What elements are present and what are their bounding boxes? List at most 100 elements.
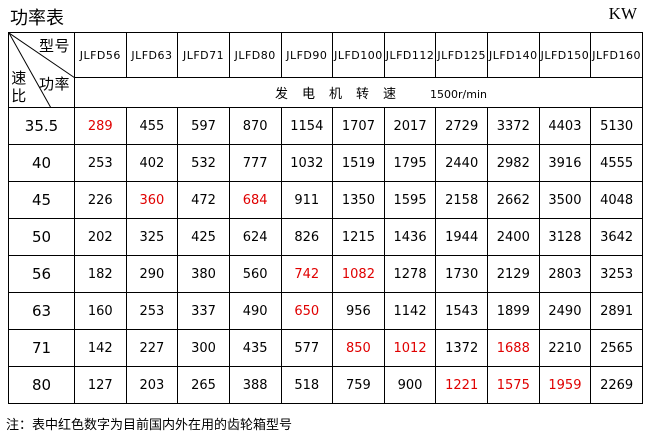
power-cell: 870 xyxy=(228,107,282,145)
power-cell: 202 xyxy=(74,218,127,256)
ratio-cell: 71 xyxy=(8,329,75,367)
power-cell: 182 xyxy=(74,255,127,293)
power-cell: 3128 xyxy=(538,218,592,256)
power-cell: 360 xyxy=(125,181,179,219)
power-cell: 1543 xyxy=(435,292,488,330)
model-header: JLFD160 xyxy=(590,32,643,78)
power-cell: 2017 xyxy=(383,107,437,145)
power-cell: 5130 xyxy=(590,107,643,145)
power-cell: 2269 xyxy=(590,366,643,404)
ratio-cell: 50 xyxy=(8,218,75,256)
power-cell: 1350 xyxy=(332,181,385,219)
power-cell: 2729 xyxy=(435,107,488,145)
power-cell: 850 xyxy=(332,329,385,367)
model-header: JLFD71 xyxy=(177,32,230,78)
power-cell: 290 xyxy=(125,255,179,293)
power-cell: 1436 xyxy=(383,218,437,256)
page-title: 功率表 xyxy=(10,8,64,29)
speed-value: 1500r/min xyxy=(430,88,487,101)
power-cell: 4403 xyxy=(538,107,592,145)
power-cell: 402 xyxy=(125,144,179,182)
table-row: 35.5 289 455 597 870 1154 1707 2017 2729 3372 4403… xyxy=(8,107,643,145)
power-cell: 3253 xyxy=(590,255,643,293)
ratio-cell: 45 xyxy=(8,181,75,219)
power-cell: 3642 xyxy=(590,218,643,256)
power-cell: 455 xyxy=(125,107,179,145)
power-cell: 624 xyxy=(228,218,282,256)
power-cell: 1688 xyxy=(487,329,540,367)
power-cell: 1221 xyxy=(435,366,488,404)
model-header: JLFD150 xyxy=(538,32,592,78)
footnote: 注：表中红色数字为目前国内外在用的齿轮箱型号 xyxy=(6,418,293,433)
power-cell: 2565 xyxy=(590,329,643,367)
power-cell: 265 xyxy=(177,366,230,404)
power-cell: 2490 xyxy=(538,292,592,330)
power-cell: 300 xyxy=(177,329,230,367)
power-cell: 1154 xyxy=(280,107,334,145)
power-cell: 560 xyxy=(228,255,282,293)
power-cell: 1278 xyxy=(383,255,437,293)
power-cell: 253 xyxy=(74,144,127,182)
power-table: 型号 功率 速比 JLFD56 JLFD63 JLFD71 JLFD80 JLFD90 J… xyxy=(8,32,643,404)
power-cell: 289 xyxy=(74,107,127,145)
power-cell: 227 xyxy=(125,329,179,367)
power-cell: 325 xyxy=(125,218,179,256)
power-cell: 160 xyxy=(74,292,127,330)
power-cell: 425 xyxy=(177,218,230,256)
table-row: 71 142 227 300 435 577 850 1012 1372 1688 2210 2565 xyxy=(8,329,643,367)
power-cell: 1215 xyxy=(332,218,385,256)
power-cell: 127 xyxy=(74,366,127,404)
diagonal-lines xyxy=(9,33,74,107)
power-cell: 1595 xyxy=(383,181,437,219)
power-cell: 435 xyxy=(228,329,282,367)
model-header: JLFD80 xyxy=(228,32,282,78)
power-cell: 337 xyxy=(177,292,230,330)
model-header: JLFD125 xyxy=(435,32,488,78)
power-cell: 1730 xyxy=(435,255,488,293)
power-cell: 532 xyxy=(177,144,230,182)
power-cell: 1142 xyxy=(383,292,437,330)
power-cell: 2662 xyxy=(487,181,540,219)
power-cell: 759 xyxy=(332,366,385,404)
power-cell: 1575 xyxy=(487,366,540,404)
power-cell: 1944 xyxy=(435,218,488,256)
power-cell: 3916 xyxy=(538,144,592,182)
power-cell: 2982 xyxy=(487,144,540,182)
diagonal-header-cell: 型号 功率 速比 xyxy=(8,32,75,108)
power-cell: 2210 xyxy=(538,329,592,367)
model-header: JLFD112 xyxy=(383,32,437,78)
power-cell: 956 xyxy=(332,292,385,330)
table-row: 50 202 325 425 624 826 1215 1436 1944 2400 3128 364… xyxy=(8,218,643,256)
speed-label: 发电机转速 xyxy=(275,87,411,102)
power-cell: 1012 xyxy=(383,329,437,367)
model-header: JLFD56 xyxy=(74,32,127,78)
ratio-cell: 63 xyxy=(8,292,75,330)
power-cell: 1519 xyxy=(332,144,385,182)
table-row: 56 182 290 380 560 742 1082 1278 1730 2129 2803 325… xyxy=(8,255,643,293)
table-row: 45 226 360 472 684 911 1350 1595 2158 2662 3500 404… xyxy=(8,181,643,219)
power-cell: 2129 xyxy=(487,255,540,293)
model-header: JLFD90 xyxy=(280,32,334,78)
power-cell: 826 xyxy=(280,218,334,256)
power-cell: 597 xyxy=(177,107,230,145)
power-cell: 1899 xyxy=(487,292,540,330)
power-cell: 742 xyxy=(280,255,334,293)
power-cell: 3500 xyxy=(538,181,592,219)
power-cell: 2400 xyxy=(487,218,540,256)
ratio-cell: 35.5 xyxy=(8,107,75,145)
power-cell: 380 xyxy=(177,255,230,293)
power-label: 功率 xyxy=(38,75,70,93)
power-cell: 142 xyxy=(74,329,127,367)
power-cell: 472 xyxy=(177,181,230,219)
model-label: 型号 xyxy=(38,37,70,55)
power-cell: 911 xyxy=(280,181,334,219)
power-cell: 3372 xyxy=(487,107,540,145)
generator-speed-row: 发电机转速 1500r/min xyxy=(74,77,643,108)
power-cell: 684 xyxy=(228,181,282,219)
ratio-label: 速比 xyxy=(11,69,27,105)
model-header: JLFD100 xyxy=(332,32,385,78)
power-cell: 650 xyxy=(280,292,334,330)
power-cell: 1372 xyxy=(435,329,488,367)
power-cell: 253 xyxy=(125,292,179,330)
table-row: 63 160 253 337 490 650 956 1142 1543 1899 2490 2891 xyxy=(8,292,643,330)
